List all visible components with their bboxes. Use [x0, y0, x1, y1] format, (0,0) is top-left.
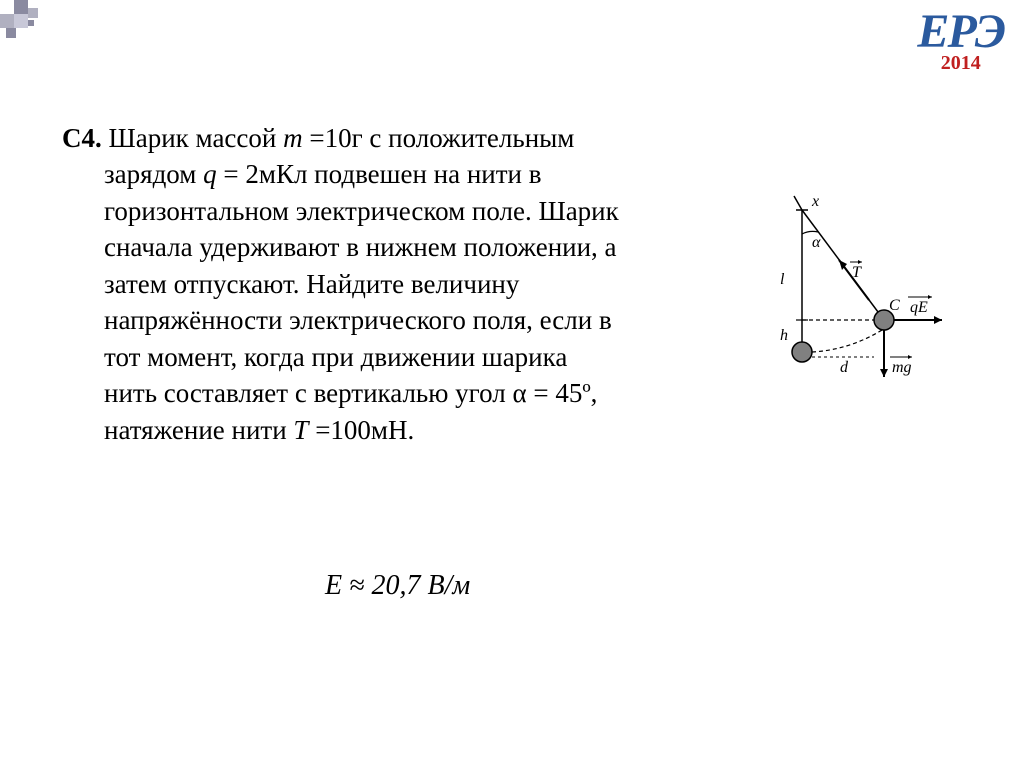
logo-letters: ЕРЭ — [917, 8, 1004, 56]
diagram-length-label: l — [780, 271, 785, 288]
answer: E ≈ 20,7 В/м — [325, 570, 470, 602]
diagram-tension-label: T — [852, 264, 862, 281]
mass-variable: m — [283, 123, 303, 153]
text-seg5: =100мН. — [308, 415, 414, 445]
diagram-ball-initial — [792, 342, 812, 362]
text-seg2: =10г с положительным — [303, 123, 575, 153]
diagram-height-label: h — [780, 327, 788, 344]
diagram-point-c-label: C — [889, 297, 900, 314]
diagram-x-label: x — [811, 193, 819, 210]
text-seg1: Шарик массой — [102, 123, 283, 153]
answer-formula: E ≈ 20,7 В/м — [325, 570, 470, 601]
logo: ЕРЭ 2014 — [917, 8, 1004, 75]
diagram-alpha-label: α — [812, 234, 821, 251]
physics-diagram: x α T l h — [734, 192, 954, 412]
corner-decoration — [0, 0, 50, 50]
problem-content: С4. Шарик массой m =10г с положительным … — [62, 120, 622, 448]
problem-label: С4. — [62, 123, 102, 153]
charge-variable: q — [203, 159, 217, 189]
tension-variable: T — [293, 415, 308, 445]
text-seg4: = 2мКл подвешен на нити в горизонтальном… — [104, 159, 619, 444]
diagram-weight-label: mg — [892, 359, 912, 376]
diagram-qe-label: qE — [910, 299, 928, 316]
text-seg3: зарядом — [104, 159, 203, 189]
diagram-distance-label: d — [840, 359, 849, 376]
problem-text: С4. Шарик массой m =10г с положительным … — [62, 120, 622, 448]
